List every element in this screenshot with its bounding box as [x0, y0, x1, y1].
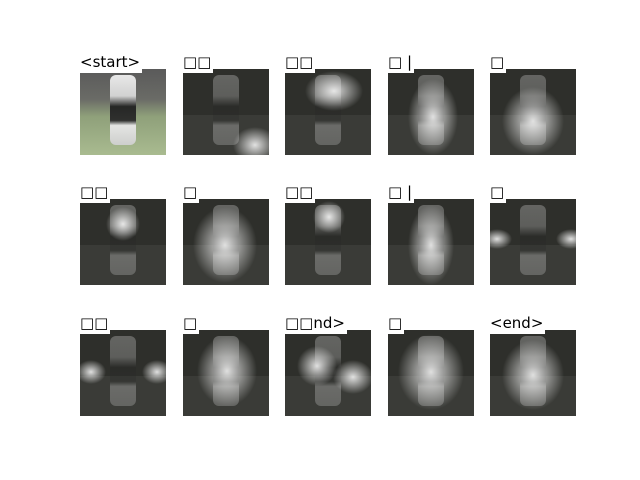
attention-map	[285, 69, 371, 155]
token-label: □□	[285, 183, 316, 203]
attention-panel-15: <end>	[490, 315, 576, 416]
attention-map	[388, 330, 474, 416]
attention-panel-11: □□	[80, 315, 166, 416]
token-label: □	[183, 183, 200, 203]
photo-thumbnail	[80, 69, 166, 155]
token-label: □	[490, 183, 507, 203]
attention-map	[183, 199, 269, 285]
token-label: □□	[80, 183, 111, 203]
attention-panel-8: □□	[285, 184, 371, 285]
token-label: □	[490, 53, 507, 73]
token-label: □	[388, 314, 405, 334]
attention-map	[388, 199, 474, 285]
token-label: □□nd>	[285, 314, 347, 334]
token-label: □ |	[388, 183, 414, 203]
attention-map	[285, 330, 371, 416]
token-label: <end>	[490, 314, 546, 334]
attention-map	[490, 330, 576, 416]
attention-map	[490, 199, 576, 285]
token-label: <start>	[80, 53, 143, 73]
token-label: □	[183, 314, 200, 334]
attention-map	[80, 330, 166, 416]
attention-panel-5: □	[490, 54, 576, 155]
attention-panel-12: □	[183, 315, 269, 416]
attention-panel-10: □	[490, 184, 576, 285]
attention-map	[183, 69, 269, 155]
attention-panel-14: □	[388, 315, 474, 416]
token-label: □ |	[388, 53, 414, 73]
attention-map	[80, 199, 166, 285]
attention-map	[490, 69, 576, 155]
attention-panel-7: □	[183, 184, 269, 285]
attention-panel-4: □ |	[388, 54, 474, 155]
attention-panel-6: □□	[80, 184, 166, 285]
attention-map	[285, 199, 371, 285]
attention-panel-13: □□nd>	[285, 315, 371, 416]
attention-panel-3: □□	[285, 54, 371, 155]
attention-map	[388, 69, 474, 155]
token-label: □□	[183, 53, 214, 73]
attention-panel-1: <start>	[80, 54, 166, 155]
token-label: □□	[80, 314, 111, 334]
attention-map	[183, 330, 269, 416]
token-label: □□	[285, 53, 316, 73]
attention-panel-9: □ |	[388, 184, 474, 285]
attention-panel-2: □□	[183, 54, 269, 155]
